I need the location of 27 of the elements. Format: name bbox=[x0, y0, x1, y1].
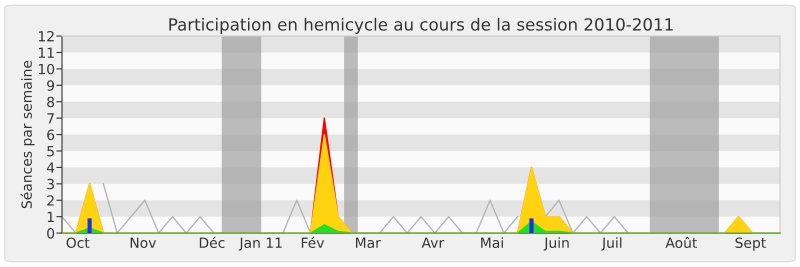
x-tick-label: Jan 11 bbox=[238, 238, 282, 251]
y-tick-label: 3 bbox=[47, 178, 54, 190]
x-tick-label: Juin bbox=[544, 237, 569, 251]
chart-title: Participation en hemicycle au cours de la session 2010-2011 bbox=[169, 18, 673, 34]
y-axis-title: Séances par semaine bbox=[20, 60, 35, 208]
x-tick-label: Avr bbox=[422, 238, 444, 248]
y-tick-label: 4 bbox=[46, 162, 54, 173]
y-tick-label: 0 bbox=[47, 228, 54, 239]
x-tick-label: Déc bbox=[200, 236, 224, 248]
y-tick-label: 7 bbox=[47, 113, 54, 124]
x-tick-label: Août bbox=[665, 236, 698, 248]
y-tick-label: 1 bbox=[48, 212, 54, 222]
x-tick-label: Fév bbox=[302, 236, 324, 248]
x-tick-label: Sept bbox=[736, 238, 766, 251]
x-tick-label: Mai bbox=[481, 237, 503, 248]
y-tick-label: 6 bbox=[47, 130, 54, 140]
x-tick-label: Mar bbox=[356, 238, 381, 248]
y-tick-label: 5 bbox=[47, 146, 54, 156]
x-tick-label: Nov bbox=[130, 238, 156, 248]
y-tick-label: 8 bbox=[47, 96, 54, 108]
x-tick-label: Oct bbox=[66, 238, 90, 248]
y-tick-label: 2 bbox=[47, 195, 54, 206]
y-tick-label: 11 bbox=[38, 48, 54, 58]
y-tick-label: 9 bbox=[47, 80, 54, 91]
y-tick-label: 10 bbox=[38, 64, 54, 74]
y-tick-label: 12 bbox=[38, 31, 54, 42]
x-tick-label: Juil bbox=[601, 237, 622, 251]
